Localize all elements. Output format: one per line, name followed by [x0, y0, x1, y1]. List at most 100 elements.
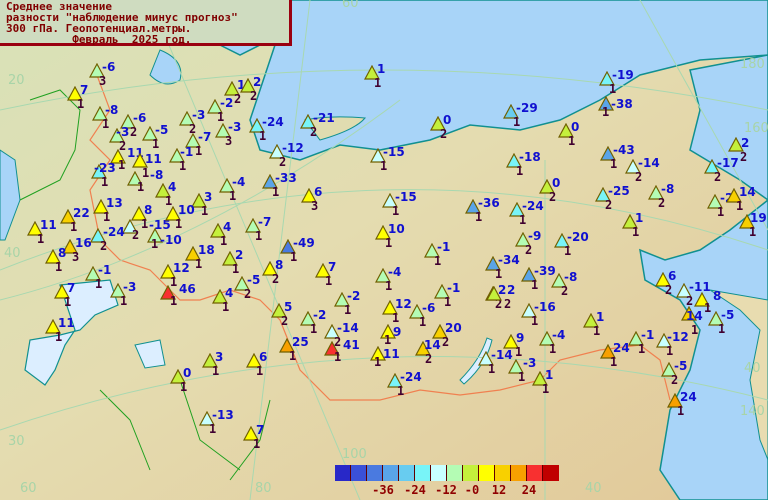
graticule-label: 30 — [8, 434, 25, 449]
station-value: 4 — [168, 180, 177, 194]
station-count: 2 — [440, 127, 448, 141]
station-value: 6 — [259, 350, 268, 364]
station-value: -14 — [491, 348, 513, 362]
triangle-icon — [91, 164, 107, 179]
station-count: 2 — [495, 297, 503, 311]
station-count: 1 — [272, 185, 280, 199]
station-count: 1 — [64, 295, 72, 309]
station-value: 25 — [292, 335, 309, 349]
station-value: -49 — [293, 236, 315, 250]
triangle-icon — [279, 338, 295, 353]
triangle-icon — [27, 221, 43, 236]
station-value: -36 — [478, 196, 500, 210]
triangle-icon — [600, 146, 616, 161]
triangle-icon — [661, 362, 677, 377]
station-count: 1 — [542, 382, 550, 396]
triangle-icon — [85, 266, 101, 281]
triangle-icon — [179, 111, 195, 126]
triangle-icon — [375, 225, 391, 240]
legend-tick: -0 — [464, 483, 480, 497]
legend-swatch — [511, 465, 527, 481]
triangle-icon — [503, 104, 519, 119]
station-count: 1 — [118, 158, 126, 172]
station-value: -15 — [383, 145, 405, 159]
triangle-icon — [224, 81, 240, 96]
triangle-icon — [656, 333, 672, 348]
station-value: 16 — [75, 236, 92, 250]
triangle-icon — [160, 264, 176, 279]
station-count: 1 — [749, 225, 757, 239]
station-value: 9 — [516, 331, 525, 345]
station-count: 1 — [564, 244, 572, 258]
triangle-icon — [387, 373, 403, 388]
station-count: 1 — [152, 137, 160, 151]
triangle-icon — [155, 183, 171, 198]
station-count: 1 — [384, 333, 392, 347]
station-count: 1 — [141, 217, 149, 231]
triangle-icon — [409, 304, 425, 319]
triangle-icon — [465, 199, 481, 214]
graticule-label: 100 — [342, 447, 367, 462]
station-value: 11 — [145, 152, 162, 166]
triangle-icon — [415, 341, 431, 356]
station-count: 1 — [101, 175, 109, 189]
station-count: 1 — [397, 384, 405, 398]
station-value: -25 — [608, 184, 630, 198]
station-value: 0 — [571, 120, 580, 134]
station-value: -12 — [282, 141, 304, 155]
station-value: -18 — [519, 150, 541, 164]
station-count: 1 — [531, 314, 539, 328]
station-count: 1 — [170, 275, 178, 289]
legend-swatch — [447, 465, 463, 481]
station-count: 1 — [179, 159, 187, 173]
triangle-icon — [160, 285, 176, 300]
triangle-icon — [165, 206, 181, 221]
triangle-icon — [243, 426, 259, 441]
station-value: -5 — [674, 359, 688, 373]
station-value: -1 — [447, 281, 461, 295]
station-count: 2 — [686, 294, 694, 308]
station-value: 3 — [215, 350, 224, 364]
triangle-icon — [90, 228, 106, 243]
station-count: 1 — [392, 204, 400, 218]
station-count: 1 — [515, 345, 523, 359]
triangle-icon — [485, 256, 501, 271]
station-value: -8 — [105, 103, 119, 117]
station-value: 1 — [596, 310, 605, 324]
station-count: 2 — [279, 155, 287, 169]
station-count: 1 — [718, 322, 726, 336]
triangle-icon — [210, 223, 226, 238]
triangle-icon — [707, 194, 723, 209]
station-value: -9 — [528, 229, 542, 243]
legend-swatch — [527, 465, 543, 481]
station-count: 1 — [222, 300, 230, 314]
station-value: -29 — [516, 101, 538, 115]
triangle-icon — [202, 353, 218, 368]
triangle-icon — [648, 185, 664, 200]
station-count: 1 — [325, 274, 333, 288]
triangle-icon — [132, 153, 148, 168]
station-value: -2 — [313, 308, 327, 322]
station-value: -15 — [149, 218, 171, 232]
triangle-icon — [234, 276, 250, 291]
legend-swatch — [463, 465, 479, 481]
legend-swatch — [415, 465, 431, 481]
station-value: -19 — [612, 68, 634, 82]
station-value: -2 — [220, 96, 234, 110]
graticule-label: 60 — [20, 481, 37, 496]
station-count: 1 — [95, 277, 103, 291]
station-count: 2 — [714, 170, 722, 184]
station-count: 2 — [605, 198, 613, 212]
triangle-icon — [191, 193, 207, 208]
triangle-icon — [45, 319, 61, 334]
station-count: 1 — [229, 189, 237, 203]
station-count: 3 — [99, 74, 107, 88]
station-count: 1 — [195, 257, 203, 271]
triangle-icon — [628, 331, 644, 346]
legend-tick: -12 — [435, 483, 457, 497]
legend-swatch — [351, 465, 367, 481]
station-count: 1 — [102, 117, 110, 131]
triangle-icon — [424, 243, 440, 258]
station-count: 1 — [170, 294, 178, 308]
station-value: 18 — [198, 243, 215, 257]
